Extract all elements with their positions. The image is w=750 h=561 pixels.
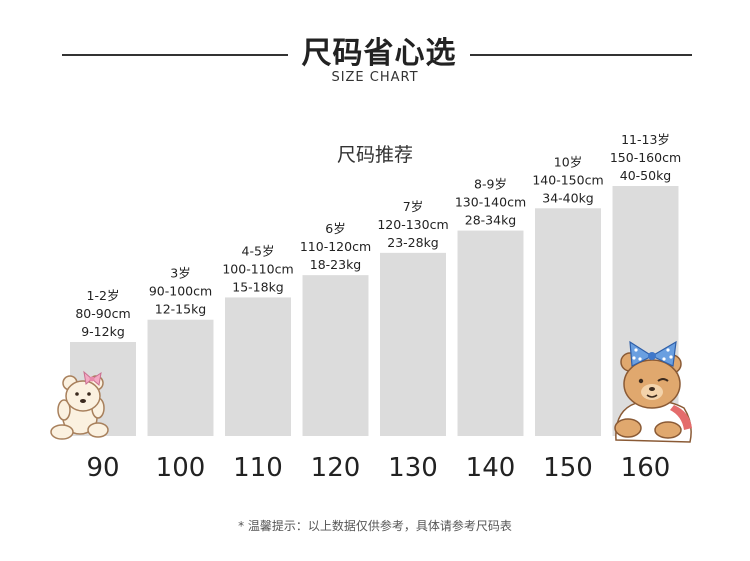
height-label-150: 140-150cm: [532, 172, 603, 187]
height-label-140: 130-140cm: [455, 195, 526, 210]
size-bar-130: [380, 252, 446, 436]
weight-label-90: 9-12kg: [81, 324, 125, 339]
height-label-160: 150-160cm: [610, 150, 681, 165]
weight-label-130: 23-28kg: [387, 235, 439, 250]
age-label-100: 3岁: [170, 266, 190, 281]
size-label-130: 130: [388, 453, 438, 483]
size-bar-chart: 1-2岁 80-90cm 9-12kg 90 3岁 90-100cm 12-15kg 100 4…: [50, 132, 692, 483]
age-label-150: 10岁: [554, 154, 582, 169]
size-bar-150: [535, 208, 601, 436]
size-bar-100: [147, 319, 214, 436]
weight-label-160: 40-50kg: [620, 168, 672, 183]
header: 尺码省心选 SIZE CHART: [0, 0, 750, 100]
size-label-110: 110: [233, 453, 283, 483]
age-label-160: 11-13岁: [621, 132, 670, 147]
height-label-120: 110-120cm: [300, 239, 371, 254]
age-label-120: 6岁: [325, 221, 345, 236]
weight-label-140: 28-34kg: [465, 213, 517, 228]
weight-label-150: 34-40kg: [542, 190, 594, 205]
age-label-110: 4-5岁: [242, 243, 275, 258]
height-label-110: 100-110cm: [222, 261, 293, 276]
age-label-130: 7岁: [403, 199, 423, 214]
title-rule-right: [470, 54, 692, 56]
teddy-bear-left-icon: [50, 370, 109, 440]
height-label-100: 90-100cm: [149, 284, 212, 299]
page-subtitle: SIZE CHART: [331, 70, 419, 85]
size-label-90: 90: [86, 453, 119, 483]
footer-note: * 温馨提示：以上数据仅供参考，具体请参考尺码表: [238, 519, 512, 533]
size-label-140: 140: [466, 453, 516, 483]
size-label-150: 150: [543, 453, 593, 483]
chart-title: 尺码推荐: [336, 144, 413, 166]
teddy-bear-right-icon: [614, 340, 692, 443]
weight-label-110: 15-18kg: [232, 279, 284, 294]
weight-label-120: 18-23kg: [310, 257, 362, 272]
height-label-130: 120-130cm: [377, 217, 448, 232]
age-label-90: 1-2岁: [87, 288, 120, 303]
size-bar-110: [225, 297, 291, 436]
size-label-160: 160: [621, 453, 671, 483]
size-bar-120: [302, 275, 369, 436]
title-rule-left: [62, 54, 288, 56]
height-label-90: 80-90cm: [75, 306, 130, 321]
age-label-140: 8-9岁: [474, 177, 507, 192]
weight-label-100: 12-15kg: [155, 302, 207, 317]
size-bar-140: [457, 230, 524, 436]
size-label-100: 100: [156, 453, 206, 483]
size-label-120: 120: [311, 453, 361, 483]
page-title: 尺码省心选: [301, 36, 457, 71]
